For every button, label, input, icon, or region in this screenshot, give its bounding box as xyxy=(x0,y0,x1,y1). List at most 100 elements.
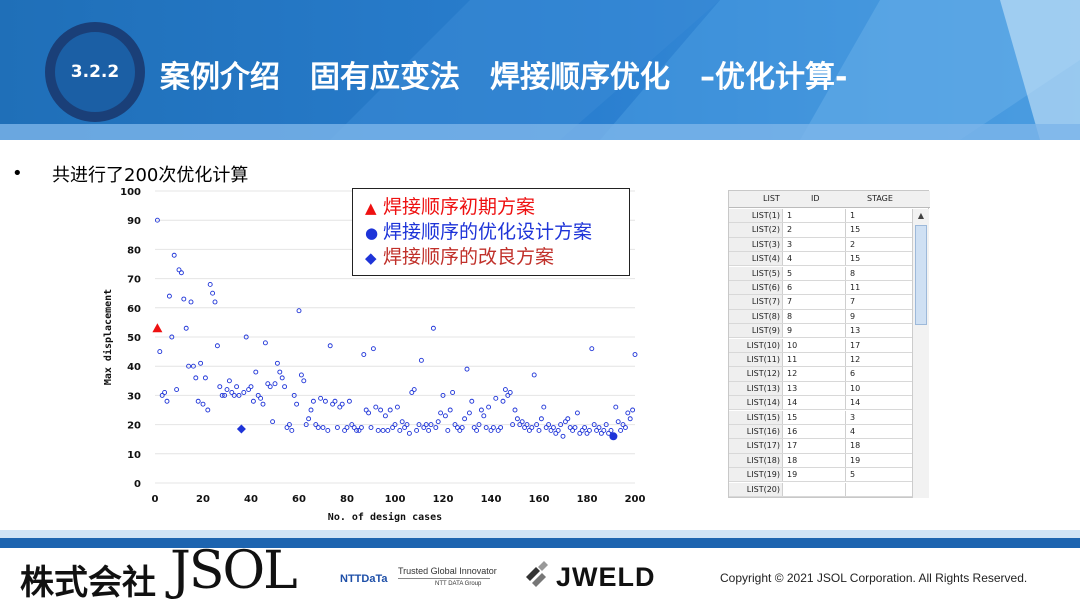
table-row[interactable]: LIST(18) 18 19 xyxy=(729,453,912,469)
cell-id[interactable]: 1 xyxy=(784,209,846,223)
legend-label-initial: 焊接顺序初期方案 xyxy=(383,196,536,218)
data-point xyxy=(430,325,436,331)
table-row[interactable]: LIST(10) 10 17 xyxy=(729,338,912,353)
scroll-up-icon[interactable]: ▲ xyxy=(917,211,925,220)
cell-list: LIST(1) xyxy=(729,209,783,223)
cell-id[interactable]: 4 xyxy=(784,252,846,266)
slide-title: 案例介绍 固有应变法 焊接顺序优化 –优化计算- xyxy=(160,60,848,95)
table-row[interactable]: LIST(2) 2 15 xyxy=(729,223,912,238)
data-point xyxy=(318,395,324,401)
cell-list: LIST(18) xyxy=(729,453,783,468)
data-point xyxy=(219,392,225,398)
cell-stage[interactable]: 18 xyxy=(850,441,861,451)
cell-id[interactable]: 13 xyxy=(784,381,846,396)
cell-stage[interactable]: 15 xyxy=(850,254,861,264)
cell-stage[interactable]: 15 xyxy=(850,225,861,235)
table-row[interactable]: LIST(19) 19 5 xyxy=(729,468,912,483)
data-point xyxy=(493,395,499,401)
cell-stage[interactable]: 17 xyxy=(850,340,861,350)
cell-stage[interactable]: 14 xyxy=(850,398,861,408)
data-point xyxy=(589,346,595,352)
column-header-list[interactable]: LIST xyxy=(763,194,780,203)
column-header-stage[interactable]: STAGE xyxy=(867,194,893,203)
table-row[interactable]: LIST(12) 12 6 xyxy=(729,367,912,382)
data-point xyxy=(625,410,631,416)
data-point xyxy=(514,416,520,422)
cell-id[interactable]: 5 xyxy=(784,266,846,280)
data-point xyxy=(277,369,283,375)
cell-stage[interactable]: 3 xyxy=(850,412,856,422)
cell-stage[interactable]: 13 xyxy=(850,326,861,336)
cell-id[interactable]: 19 xyxy=(784,468,846,482)
table-row[interactable]: LIST(16) 16 4 xyxy=(729,425,912,440)
data-point xyxy=(519,419,525,425)
cell-stage[interactable]: 9 xyxy=(850,311,856,321)
data-point xyxy=(325,427,331,433)
table-row[interactable]: LIST(9) 9 13 xyxy=(729,324,912,339)
cell-stage[interactable]: 6 xyxy=(850,369,856,379)
table-row[interactable]: LIST(17) 17 18 xyxy=(729,439,912,454)
cell-id[interactable]: 18 xyxy=(784,453,846,468)
cell-list: LIST(2) xyxy=(729,223,783,237)
data-point xyxy=(217,384,223,390)
scroll-thumb[interactable] xyxy=(915,225,927,325)
data-point xyxy=(598,430,604,436)
column-header-id[interactable]: ID xyxy=(811,194,820,203)
cell-id[interactable]: 17 xyxy=(784,439,846,453)
cell-stage[interactable]: 1 xyxy=(850,211,856,220)
cell-id[interactable]: 3 xyxy=(784,237,846,252)
cell-id[interactable]: 14 xyxy=(784,396,846,410)
cell-stage[interactable] xyxy=(847,483,912,496)
cell-id[interactable]: 12 xyxy=(784,367,846,381)
table-row[interactable]: LIST(20) xyxy=(729,482,912,497)
table-row[interactable]: LIST(15) 15 3 xyxy=(729,410,912,425)
cell-stage[interactable]: 2 xyxy=(850,239,856,249)
data-point xyxy=(565,416,571,422)
cell-id[interactable]: 11 xyxy=(784,353,846,367)
list-table[interactable]: LIST ID STAGE LIST(1) 1 1 LIST(2) 2 15 LIST(3)… xyxy=(728,190,930,498)
table-row[interactable]: LIST(7) 7 7 xyxy=(729,295,912,310)
cell-stage[interactable]: 4 xyxy=(850,427,856,436)
table-row[interactable]: LIST(6) 6 11 xyxy=(729,281,912,296)
table-row[interactable]: LIST(5) 5 8 xyxy=(729,266,912,281)
table-row[interactable]: LIST(13) 13 10 xyxy=(729,381,912,397)
data-point xyxy=(538,416,544,422)
table-scrollbar[interactable]: ▲ xyxy=(912,209,929,498)
y-tick-label: 0 xyxy=(134,479,141,490)
data-point xyxy=(529,425,535,430)
table-row[interactable]: LIST(1) 1 1 xyxy=(729,209,912,224)
data-point xyxy=(193,375,199,381)
data-point xyxy=(411,387,417,393)
company-name-jp: 株式会社 xyxy=(20,563,156,603)
cell-stage[interactable]: 7 xyxy=(850,297,856,307)
table-row[interactable]: LIST(11) 11 12 xyxy=(729,353,912,368)
data-point xyxy=(524,422,530,428)
data-point xyxy=(452,422,458,428)
cell-stage[interactable]: 11 xyxy=(850,283,861,292)
cell-stage[interactable]: 12 xyxy=(850,355,861,364)
cell-stage[interactable]: 19 xyxy=(850,455,861,465)
table-row[interactable]: LIST(8) 8 9 xyxy=(729,309,912,325)
cell-id[interactable]: 8 xyxy=(784,309,846,324)
cell-id[interactable] xyxy=(784,482,846,496)
data-point xyxy=(409,390,415,395)
cell-stage[interactable]: 10 xyxy=(850,383,861,393)
cell-id[interactable]: 6 xyxy=(784,281,846,295)
data-point xyxy=(570,427,576,433)
cell-stage[interactable]: 5 xyxy=(850,470,856,480)
table-row[interactable]: LIST(4) 4 15 xyxy=(729,252,912,267)
cell-stage[interactable]: 8 xyxy=(850,268,856,278)
table-row[interactable]: LIST(14) 14 14 xyxy=(729,396,912,411)
cell-id[interactable]: 16 xyxy=(784,425,846,439)
cell-id[interactable]: 15 xyxy=(784,410,846,424)
data-point xyxy=(426,427,432,433)
cell-id[interactable]: 2 xyxy=(784,223,846,237)
cell-id[interactable]: 10 xyxy=(784,338,846,352)
cell-list: LIST(15) xyxy=(729,410,783,424)
ntt-tagline: Trusted Global Innovator xyxy=(398,566,497,576)
cell-id[interactable]: 7 xyxy=(784,295,846,309)
data-point xyxy=(207,281,213,287)
cell-id[interactable]: 9 xyxy=(784,324,846,338)
table-row[interactable]: LIST(3) 3 2 xyxy=(729,237,912,253)
x-tick-label: 100 xyxy=(385,494,406,505)
